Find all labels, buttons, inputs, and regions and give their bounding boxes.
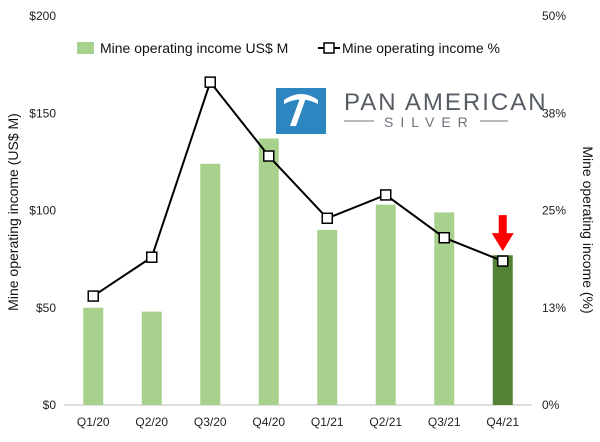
bar <box>434 212 455 405</box>
x-tick-label: Q1/21 <box>311 415 344 429</box>
y2-tick-label: 13% <box>542 301 566 315</box>
line-marker <box>146 251 158 263</box>
y-tick-label: $100 <box>29 204 56 218</box>
y2-tick-label: 0% <box>542 398 560 412</box>
legend: Mine operating income US$ M Mine operati… <box>77 40 500 56</box>
bar <box>492 255 513 405</box>
line-marker <box>87 290 99 302</box>
annotation <box>491 215 514 252</box>
y-tick-label: $50 <box>36 301 56 315</box>
bars <box>83 138 513 405</box>
legend-marker-swatch <box>323 42 335 54</box>
x-tick-label: Q2/20 <box>135 415 168 429</box>
bar <box>200 163 221 405</box>
line-marker <box>204 76 216 88</box>
legend-bar-label: Mine operating income US$ M <box>100 40 288 56</box>
axes: $0 $50 $100 $150 $200 0% 13% 25% 38% 50% Q1/20 Q2/2… <box>29 9 566 429</box>
line-series <box>87 76 509 302</box>
y2-axis-title: Mine operating income (%) <box>580 146 596 313</box>
bar <box>141 311 162 405</box>
y-tick-label: $200 <box>29 9 56 23</box>
logo-wordmark: PAN AMERICAN <box>344 89 548 116</box>
bar <box>317 229 338 405</box>
y2-tick-label: 25% <box>542 204 566 218</box>
x-tick-label: Q3/20 <box>194 415 227 429</box>
bar <box>375 204 396 405</box>
company-logo: PAN AMERICAN SILVER <box>276 88 548 134</box>
bar <box>83 307 104 405</box>
bar <box>258 138 279 405</box>
x-tick-label: Q4/21 <box>486 415 519 429</box>
pickaxe-icon <box>276 88 326 134</box>
line-marker <box>321 212 333 225</box>
y-tick-label: $150 <box>29 106 56 120</box>
legend-bar-swatch <box>77 42 94 54</box>
percent-line <box>92 80 504 297</box>
legend-line-label: Mine operating income % <box>342 40 500 56</box>
line-marker <box>380 189 392 201</box>
x-tick-label: Q3/21 <box>428 415 461 429</box>
x-tick-label: Q1/20 <box>77 415 110 429</box>
line-marker <box>497 255 509 267</box>
x-tick-label: Q4/20 <box>252 415 285 429</box>
line-marker <box>263 150 275 162</box>
y-tick-label: $0 <box>43 398 57 412</box>
x-tick-label: Q2/21 <box>369 415 402 429</box>
red-arrow-icon <box>491 215 514 252</box>
y2-tick-label: 38% <box>542 106 566 120</box>
y2-tick-label: 50% <box>542 9 566 23</box>
y-axis-title: Mine operating income (US$ M) <box>5 113 21 311</box>
line-marker <box>438 231 450 244</box>
logo-subword: SILVER <box>384 114 475 130</box>
